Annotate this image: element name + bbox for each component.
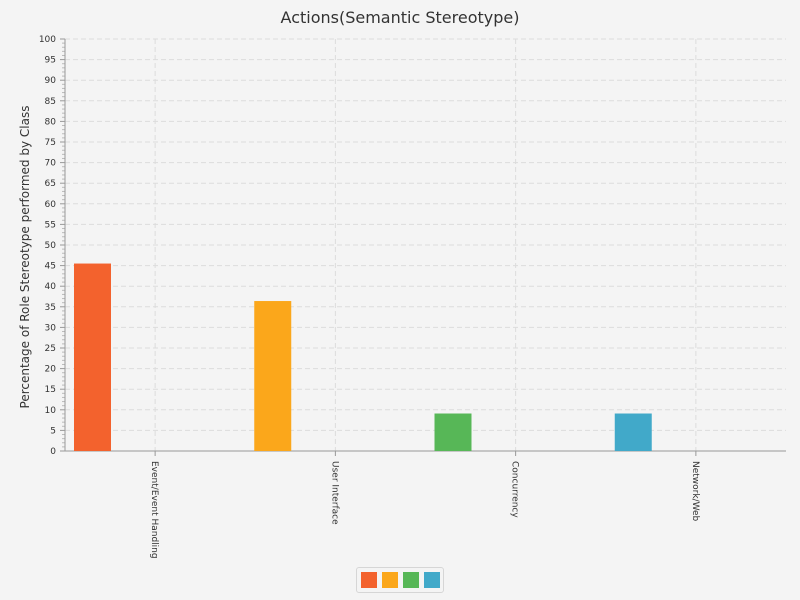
y-tick-label: 35 <box>45 303 56 313</box>
legend-swatch <box>423 572 440 588</box>
legend-swatch <box>360 572 377 588</box>
bar <box>254 301 292 451</box>
legend-swatch <box>402 572 419 588</box>
chart-title: Actions(Semantic Stereotype) <box>281 8 520 27</box>
y-tick-label: 70 <box>45 159 57 169</box>
bar <box>614 413 652 451</box>
legend-swatch <box>381 572 398 588</box>
y-tick-label: 25 <box>45 344 56 354</box>
x-tick-label: User Interface <box>329 461 339 525</box>
x-tick-label: Event/Event Handling <box>149 461 159 559</box>
y-tick-label: 75 <box>45 138 56 148</box>
y-tick-label: 30 <box>45 323 57 333</box>
y-tick-label: 45 <box>45 262 56 272</box>
y-tick-label: 50 <box>45 241 57 251</box>
y-tick-label: 100 <box>39 35 56 45</box>
x-tick-label: Concurrency <box>510 461 520 518</box>
y-tick-label: 60 <box>45 200 57 210</box>
x-axis: Event/Event Handling User Interface Concur… <box>65 450 786 559</box>
x-tick-label: Network/Web <box>690 461 700 522</box>
y-tick-label: 15 <box>45 385 56 395</box>
y-axis-label: Percentage of Role Stereotype performed … <box>18 106 32 409</box>
y-tick-label: 20 <box>45 365 57 375</box>
bar <box>74 263 111 451</box>
y-tick-label: 95 <box>45 56 56 66</box>
y-tick-label: 90 <box>45 76 57 86</box>
bar <box>434 413 472 451</box>
y-axis: 0 5 10 15 20 25 30 35 40 45 50 55 60 65 70 75 80 85 90 95 10… <box>39 35 66 457</box>
y-tick-label: 0 <box>50 447 56 457</box>
y-tick-label: 65 <box>45 179 56 189</box>
y-tick-label: 85 <box>45 97 56 107</box>
y-tick-label: 80 <box>45 117 57 127</box>
y-tick-label: 5 <box>50 426 56 436</box>
y-tick-label: 55 <box>45 220 56 230</box>
legend <box>356 567 444 593</box>
grid <box>65 38 786 451</box>
y-tick-label: 40 <box>45 282 57 292</box>
bars <box>74 263 652 451</box>
y-tick-label: 10 <box>45 406 57 416</box>
